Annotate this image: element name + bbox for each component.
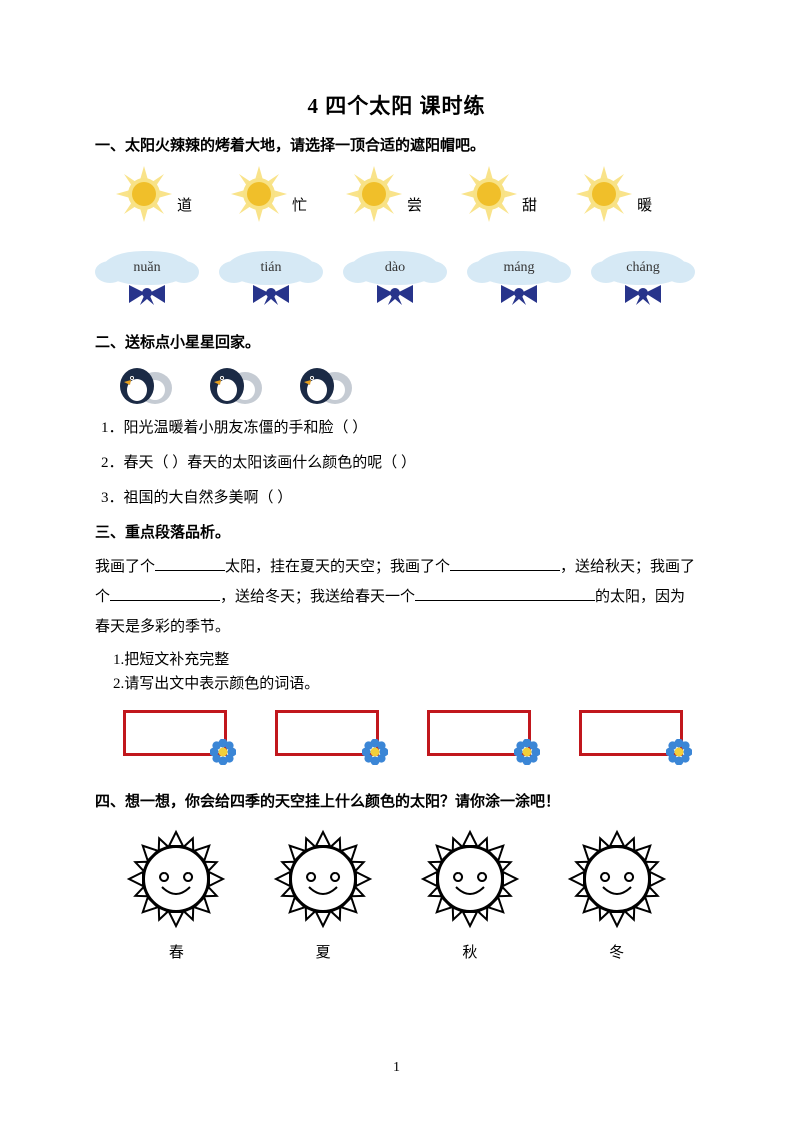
sun-icon [345,165,403,223]
bow-icon [375,283,415,305]
sun-item: 甜 [460,165,537,223]
pinyin-cloud-icon: máng [475,251,563,285]
sun-char: 忙 [292,194,307,215]
sun-outline-icon [567,829,667,929]
flower-icon [362,739,388,765]
bow-icon [623,283,663,305]
question-item: 3．祖国的大自然多美啊（ ） [101,486,698,507]
blank [450,557,560,571]
pinyin-text: dào [385,260,405,276]
season-label: 春 [169,941,184,962]
subquestion: 2.请写出文中表示颜色的词语。 [113,672,698,696]
season-item: 夏 [273,829,373,962]
pinyin-item: dào [351,251,439,309]
passage-text: 我画了个 [95,559,155,575]
sun-outline-icon [273,829,373,929]
sun-char: 暖 [637,194,652,215]
bow-icon [251,283,291,305]
penguin-icon [205,362,269,406]
question-item: 1．阳光温暖着小朋友冻僵的手和脸（ ） [101,416,698,437]
sun-char: 尝 [407,194,422,215]
flower-icon [514,739,540,765]
pinyin-row: nuǎn tián dào máng cháng [103,251,698,309]
section3-head: 三、重点段落品析。 [95,521,698,542]
section1-head: 一、太阳火辣辣的烤着大地，请选择一顶合适的遮阳帽吧。 [95,134,698,155]
blank [155,557,225,571]
flower-icon [666,739,692,765]
season-label: 秋 [462,941,477,962]
answer-box [579,710,683,756]
pinyin-text: máng [503,260,534,276]
sun-icon [115,165,173,223]
flower-icon [210,739,236,765]
season-label: 冬 [609,941,624,962]
pinyin-item: tián [227,251,315,309]
page-title: 4 四个太阳 课时练 [95,90,698,120]
bow-icon [499,283,539,305]
pinyin-text: tián [261,260,282,276]
answer-box [123,710,227,756]
sun-char: 甜 [522,194,537,215]
penguin-icon [295,362,359,406]
blank [110,587,220,601]
page-number: 1 [0,1060,793,1076]
pinyin-text: nuǎn [133,260,160,276]
answer-box [275,710,379,756]
question-list: 1．阳光温暖着小朋友冻僵的手和脸（ ） 2．春天（ ）春天的太阳该画什么颜色的呢… [101,416,698,507]
pinyin-text: cháng [626,260,659,276]
question-item: 2．春天（ ）春天的太阳该画什么颜色的呢（ ） [101,451,698,472]
sun-item: 忙 [230,165,307,223]
answer-box [427,710,531,756]
sun-item: 暖 [575,165,652,223]
penguin-icon [115,362,179,406]
pinyin-item: nuǎn [103,251,191,309]
pinyin-item: cháng [599,251,687,309]
pinyin-cloud-icon: tián [227,251,315,285]
season-item: 秋 [420,829,520,962]
color-box-row [123,710,698,756]
sun-outline-icon [126,829,226,929]
bow-icon [127,283,167,305]
passage: 我画了个太阳，挂在夏天的天空；我画了个，送给秋天；我画了个，送给冬天；我送给春天… [95,552,698,642]
passage-text: 太阳，挂在夏天的天空；我画了个 [225,559,450,575]
sun-icon [460,165,518,223]
season-row: 春 夏 秋 冬 [103,829,690,962]
penguin-row [115,362,698,406]
pinyin-cloud-icon: cháng [599,251,687,285]
subquestion: 1.把短文补充完整 [113,648,698,672]
sun-item: 道 [115,165,192,223]
sun-icon [230,165,288,223]
passage-text: ，送给冬天；我送给春天一个 [220,589,415,605]
sun-row: 道 忙 尝 甜 暖 [115,165,698,223]
sun-icon [575,165,633,223]
sun-char: 道 [177,194,192,215]
sun-item: 尝 [345,165,422,223]
section2-head: 二、送标点小星星回家。 [95,331,698,352]
pinyin-cloud-icon: nuǎn [103,251,191,285]
season-item: 冬 [567,829,667,962]
blank [415,587,595,601]
section4-head: 四、想一想，你会给四季的天空挂上什么颜色的太阳？请你涂一涂吧！ [95,790,698,811]
pinyin-cloud-icon: dào [351,251,439,285]
season-item: 春 [126,829,226,962]
sun-outline-icon [420,829,520,929]
pinyin-item: máng [475,251,563,309]
season-label: 夏 [316,941,331,962]
